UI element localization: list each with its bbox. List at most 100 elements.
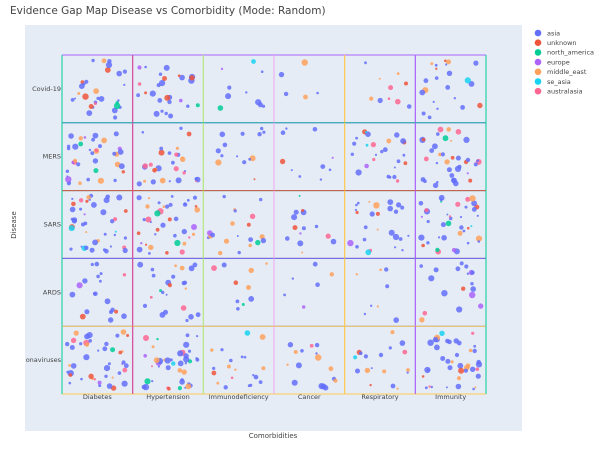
data-point-asia[interactable] xyxy=(357,201,360,205)
data-point-middle_east[interactable] xyxy=(446,59,451,65)
data-point-unknown[interactable] xyxy=(144,91,148,95)
data-point-middle_east[interactable] xyxy=(175,146,179,150)
data-point-middle_east[interactable] xyxy=(78,181,82,185)
data-point-asia[interactable] xyxy=(476,214,479,217)
legend-label-middle_east[interactable]: middle_east xyxy=(547,68,587,76)
data-point-asia[interactable] xyxy=(388,229,395,236)
data-point-unknown[interactable] xyxy=(145,243,148,246)
data-point-asia[interactable] xyxy=(280,130,286,135)
data-point-asia[interactable] xyxy=(116,194,123,201)
data-point-asia[interactable] xyxy=(113,131,119,137)
data-point-asia[interactable] xyxy=(419,264,424,268)
data-point-asia[interactable] xyxy=(312,261,318,267)
data-point-unknown[interactable] xyxy=(421,243,425,248)
data-point-asia[interactable] xyxy=(363,312,367,316)
data-point-asia[interactable] xyxy=(464,264,469,269)
data-point-asia[interactable] xyxy=(418,201,424,206)
data-point-middle_east[interactable] xyxy=(230,221,235,226)
data-point-asia[interactable] xyxy=(219,131,226,138)
data-point-asia[interactable] xyxy=(179,74,185,81)
legend-marker-north_america[interactable] xyxy=(534,49,542,56)
data-point-se_asia[interactable] xyxy=(470,225,473,228)
data-point-se_asia[interactable] xyxy=(68,225,75,232)
data-point-asia[interactable] xyxy=(92,158,99,164)
data-point-europe[interactable] xyxy=(83,136,87,139)
data-point-se_asia[interactable] xyxy=(365,143,369,147)
data-point-unknown[interactable] xyxy=(121,170,126,174)
data-point-asia[interactable] xyxy=(392,233,400,241)
data-point-asia[interactable] xyxy=(229,358,233,363)
data-point-middle_east[interactable] xyxy=(145,204,150,209)
data-point-unknown[interactable] xyxy=(403,161,408,166)
data-point-asia[interactable] xyxy=(92,239,98,246)
data-point-north_america[interactable] xyxy=(159,289,163,293)
data-point-asia[interactable] xyxy=(465,157,471,163)
data-point-middle_east[interactable] xyxy=(120,329,127,335)
data-point-north_america[interactable] xyxy=(442,135,449,142)
data-point-asia[interactable] xyxy=(79,207,83,211)
data-point-asia[interactable] xyxy=(291,214,298,221)
data-point-middle_east[interactable] xyxy=(465,363,471,369)
data-point-north_america[interactable] xyxy=(154,210,161,217)
data-point-middle_east[interactable] xyxy=(179,265,185,271)
data-point-asia[interactable] xyxy=(418,234,425,241)
data-point-middle_east[interactable] xyxy=(248,243,252,248)
data-point-australasia[interactable] xyxy=(325,233,331,239)
data-point-asia[interactable] xyxy=(121,313,127,320)
data-point-asia[interactable] xyxy=(350,152,354,156)
data-point-asia[interactable] xyxy=(84,79,89,84)
data-point-asia[interactable] xyxy=(285,127,288,130)
data-point-middle_east[interactable] xyxy=(419,317,425,323)
data-point-asia[interactable] xyxy=(69,345,75,350)
data-point-se_asia[interactable] xyxy=(365,249,372,256)
data-point-asia[interactable] xyxy=(141,131,145,134)
data-point-middle_east[interactable] xyxy=(181,369,187,375)
data-point-asia[interactable] xyxy=(441,290,448,297)
data-point-middle_east[interactable] xyxy=(191,232,196,236)
data-point-asia[interactable] xyxy=(227,85,232,90)
data-point-australasia[interactable] xyxy=(424,208,429,213)
data-point-asia[interactable] xyxy=(117,371,122,375)
data-point-asia[interactable] xyxy=(402,153,406,157)
data-point-asia[interactable] xyxy=(90,151,95,156)
data-point-asia[interactable] xyxy=(435,161,439,165)
data-point-asia[interactable] xyxy=(278,71,285,78)
data-point-asia[interactable] xyxy=(91,137,95,142)
data-point-australasia[interactable] xyxy=(455,201,461,207)
data-point-asia[interactable] xyxy=(80,245,83,248)
data-point-asia[interactable] xyxy=(394,246,397,249)
data-point-asia[interactable] xyxy=(358,351,363,356)
data-point-asia[interactable] xyxy=(472,348,477,354)
data-point-middle_east[interactable] xyxy=(153,357,160,364)
data-point-asia[interactable] xyxy=(106,383,113,389)
data-point-europe[interactable] xyxy=(364,163,369,169)
data-point-australasia[interactable] xyxy=(174,152,179,157)
data-point-unknown[interactable] xyxy=(355,210,359,215)
data-point-asia[interactable] xyxy=(171,160,175,165)
data-point-north_america[interactable] xyxy=(255,239,261,246)
data-point-asia[interactable] xyxy=(436,132,440,136)
data-point-asia[interactable] xyxy=(247,384,251,388)
data-point-australasia[interactable] xyxy=(471,331,475,335)
data-point-asia[interactable] xyxy=(159,146,164,151)
data-point-asia[interactable] xyxy=(177,360,184,367)
data-point-asia[interactable] xyxy=(283,293,286,297)
data-point-asia[interactable] xyxy=(396,159,401,164)
data-point-asia[interactable] xyxy=(434,63,438,67)
data-point-asia[interactable] xyxy=(185,333,190,338)
data-point-asia[interactable] xyxy=(387,205,394,212)
data-point-asia[interactable] xyxy=(183,341,190,348)
data-point-asia[interactable] xyxy=(406,104,412,109)
data-point-middle_east[interactable] xyxy=(301,59,308,66)
data-point-asia[interactable] xyxy=(328,168,332,172)
data-point-asia[interactable] xyxy=(476,159,480,163)
data-point-asia[interactable] xyxy=(460,105,465,110)
data-point-middle_east[interactable] xyxy=(218,250,223,256)
data-point-asia[interactable] xyxy=(370,304,373,307)
data-point-se_asia[interactable] xyxy=(365,130,368,134)
data-point-asia[interactable] xyxy=(89,247,95,253)
data-point-asia[interactable] xyxy=(473,162,478,167)
data-point-asia[interactable] xyxy=(437,236,441,239)
data-point-unknown[interactable] xyxy=(369,383,372,387)
data-point-middle_east[interactable] xyxy=(293,350,298,354)
